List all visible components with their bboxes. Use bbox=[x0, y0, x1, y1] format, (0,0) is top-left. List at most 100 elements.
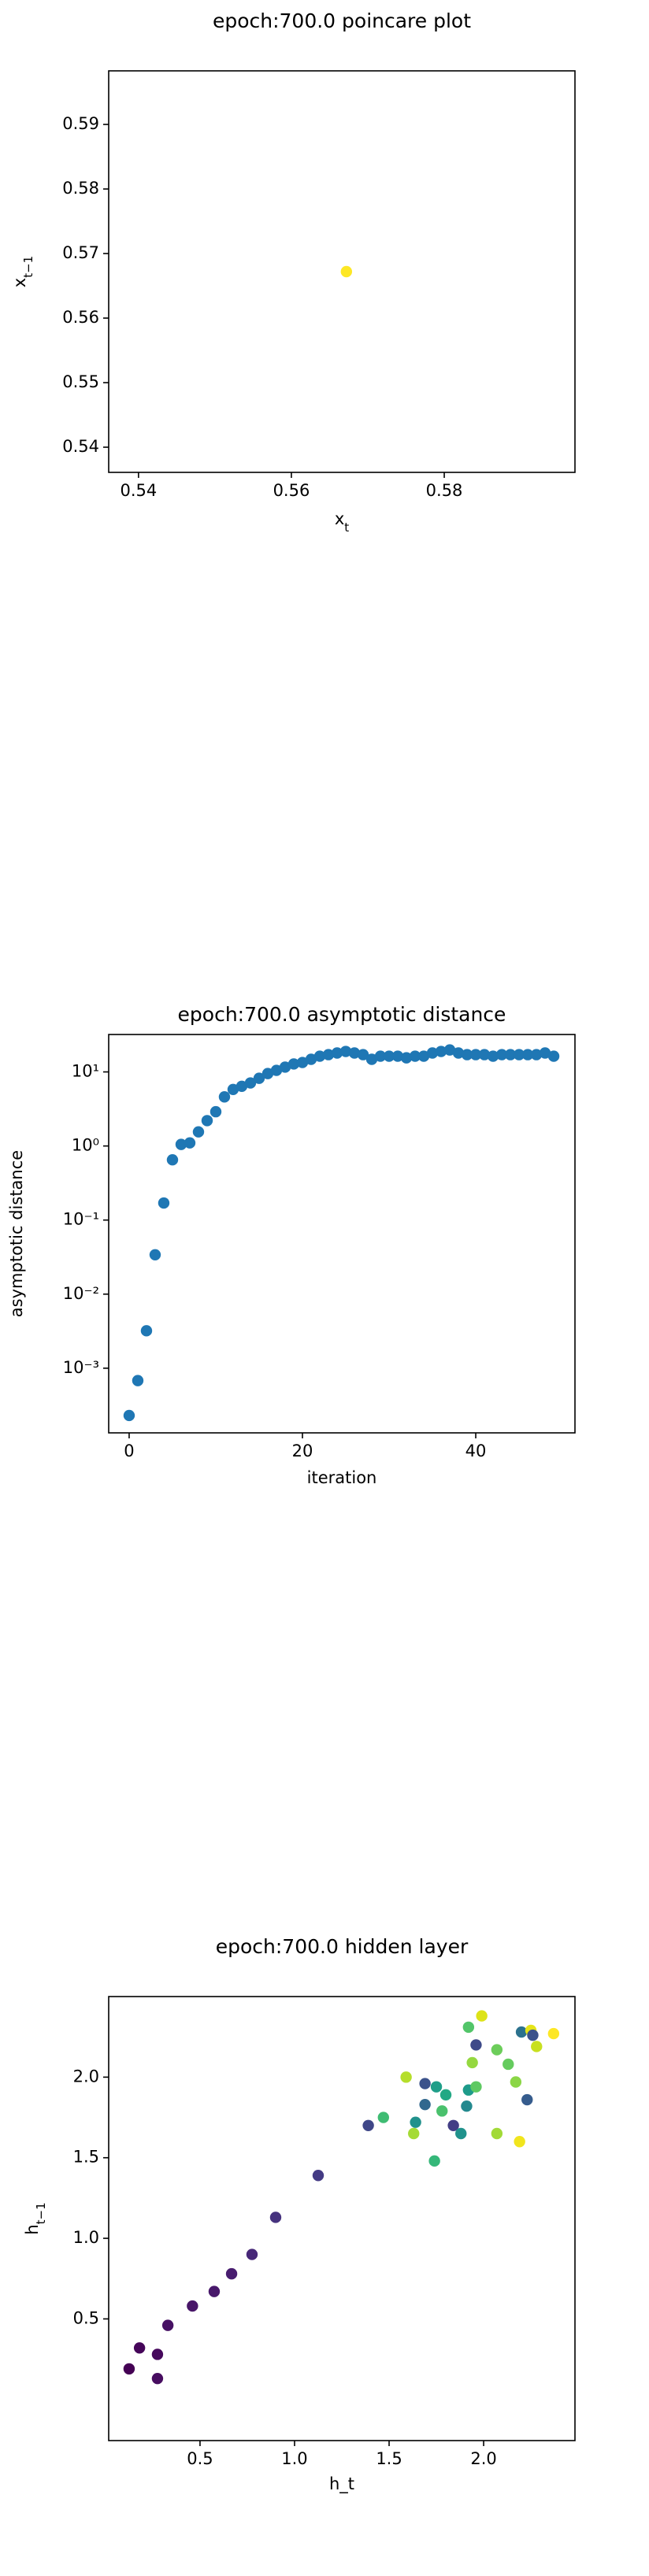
point bbox=[430, 2081, 443, 2093]
point bbox=[461, 1049, 473, 1060]
point bbox=[270, 1064, 283, 1076]
point bbox=[410, 2116, 421, 2128]
point bbox=[187, 2300, 198, 2312]
y-tick-label: 0.56 bbox=[62, 308, 99, 327]
y-tick-label: 1.5 bbox=[73, 2148, 99, 2167]
x-tick-label: 1.5 bbox=[376, 2449, 402, 2468]
y-tick-label: 1.0 bbox=[73, 2228, 99, 2247]
point bbox=[225, 2267, 238, 2280]
point bbox=[495, 1049, 508, 1060]
x-tick-label: 0 bbox=[124, 1442, 134, 1460]
x-axis-label: h_t bbox=[329, 2474, 354, 2494]
point bbox=[491, 2044, 503, 2056]
y-tick-label: 10¹ bbox=[72, 1062, 99, 1081]
point bbox=[287, 1058, 300, 1070]
point bbox=[175, 1138, 187, 1150]
point bbox=[466, 2056, 478, 2069]
point bbox=[530, 1049, 543, 1060]
axes-frame bbox=[108, 70, 576, 473]
y-tick-label: 0.59 bbox=[62, 114, 99, 133]
point bbox=[510, 2076, 522, 2088]
point bbox=[132, 1375, 144, 1386]
point bbox=[455, 2127, 467, 2140]
point bbox=[365, 1053, 378, 1065]
point bbox=[476, 2010, 488, 2022]
point bbox=[357, 1049, 369, 1060]
chart: epoch:700.0 poincare plot 0.54 0.56 0.58 0.5… bbox=[10, 9, 576, 535]
point bbox=[383, 1050, 395, 1062]
point bbox=[503, 2058, 514, 2071]
point bbox=[158, 1197, 170, 1209]
point bbox=[184, 1137, 196, 1149]
point bbox=[208, 2285, 221, 2297]
point bbox=[461, 2100, 473, 2112]
point bbox=[419, 2098, 431, 2111]
point bbox=[192, 1126, 205, 1138]
axes-frame bbox=[108, 1034, 576, 1434]
point bbox=[296, 1057, 309, 1068]
x-tick-label: 0.5 bbox=[187, 2449, 213, 2468]
point bbox=[547, 2027, 560, 2040]
y-axis-label: asymptotic distance bbox=[7, 1150, 26, 1317]
point bbox=[470, 2081, 482, 2093]
point bbox=[201, 1115, 213, 1127]
y-tick-label: 10⁻² bbox=[63, 1284, 99, 1303]
chart-title: epoch:700.0 hidden layer bbox=[216, 1935, 469, 1958]
point bbox=[149, 1249, 161, 1260]
point bbox=[340, 265, 353, 278]
axes-frame bbox=[108, 1996, 576, 2441]
x-tick-label: 0.54 bbox=[120, 481, 157, 500]
x-axis-label-subscript: t bbox=[344, 520, 349, 535]
point bbox=[210, 1105, 222, 1118]
point bbox=[504, 1049, 517, 1060]
x-tick-label: 0.58 bbox=[426, 481, 463, 500]
chart-title: epoch:700.0 poincare plot bbox=[213, 9, 471, 32]
point bbox=[322, 1049, 335, 1060]
point bbox=[531, 2041, 543, 2052]
point bbox=[462, 2021, 475, 2034]
point bbox=[487, 1050, 499, 1062]
point bbox=[515, 2026, 528, 2038]
x-tick-label: 40 bbox=[465, 1442, 487, 1460]
y-tick-label: 10⁻³ bbox=[63, 1358, 99, 1377]
y-axis-label: ht−1 bbox=[23, 2202, 48, 2234]
point bbox=[244, 1077, 257, 1089]
x-axis-label: iteration bbox=[307, 1468, 377, 1487]
y-tick-label: 10⁻¹ bbox=[63, 1210, 99, 1229]
chart: epoch:700.0 hidden layer 0.5 1.0 1.5 2.0 0.5 1… bbox=[23, 1935, 576, 2494]
point bbox=[339, 1046, 352, 1057]
point bbox=[151, 2372, 164, 2385]
point bbox=[527, 2029, 539, 2041]
point bbox=[279, 1061, 291, 1073]
point bbox=[400, 2071, 412, 2083]
x-tick-label: 2.0 bbox=[470, 2449, 496, 2468]
x-tick-label: 0.56 bbox=[273, 481, 310, 500]
point bbox=[539, 1047, 551, 1059]
point bbox=[246, 2248, 258, 2260]
y-tick-label: 0.55 bbox=[62, 372, 99, 391]
point bbox=[362, 2119, 374, 2131]
point bbox=[348, 1047, 361, 1059]
y-tick-label: 10⁰ bbox=[72, 1136, 99, 1155]
point bbox=[151, 2348, 164, 2360]
point bbox=[218, 1091, 231, 1103]
point bbox=[391, 1050, 404, 1062]
x-axis-label: xt bbox=[335, 509, 349, 535]
chart-title: epoch:700.0 asymptotic distance bbox=[178, 1003, 506, 1026]
y-axis-label: xt−1 bbox=[10, 256, 35, 287]
point bbox=[261, 1068, 274, 1079]
y-axis-label-base: x bbox=[10, 278, 29, 287]
point bbox=[377, 2112, 390, 2123]
x-tick-label: 1.0 bbox=[281, 2449, 307, 2468]
point bbox=[521, 1049, 534, 1060]
point bbox=[166, 1154, 179, 1166]
y-tick-label: 0.5 bbox=[73, 2308, 99, 2327]
point bbox=[491, 2127, 503, 2140]
point bbox=[408, 2127, 420, 2140]
x-axis-label-base: x bbox=[335, 509, 344, 528]
point bbox=[123, 2363, 135, 2375]
point bbox=[227, 1083, 239, 1095]
y-axis-label-subscript: t−1 bbox=[34, 2202, 48, 2224]
point bbox=[469, 1049, 482, 1060]
